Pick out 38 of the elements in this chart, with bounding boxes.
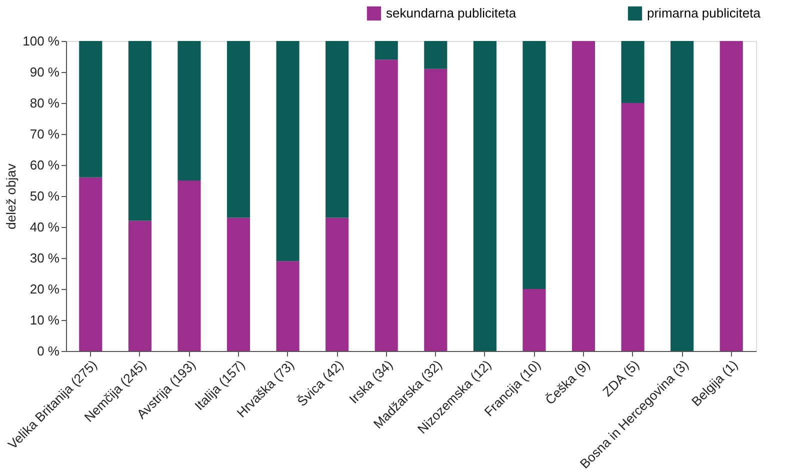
y-tick-label: 20 % [30, 282, 60, 296]
bar [276, 261, 300, 351]
y-tick-label: 40 % [30, 220, 60, 234]
y-tick-label: 0 % [37, 344, 60, 358]
y-tick-label: 90 % [30, 64, 60, 80]
bar [226, 218, 250, 351]
y-tick-label: 60 % [30, 158, 60, 172]
bar [670, 41, 694, 351]
y-tick-label: 80 % [30, 96, 60, 110]
y-tick-label: 50 % [30, 188, 60, 204]
bar [326, 218, 349, 351]
bar [374, 60, 398, 351]
bar [720, 41, 743, 351]
bar [178, 180, 201, 351]
bar [522, 41, 546, 289]
bar [128, 41, 152, 221]
y-axis-title: delež objav [4, 163, 19, 230]
bar [276, 41, 300, 262]
y-tick-label: 100 % [22, 34, 60, 48]
legend-label: primarna publiciteta [647, 5, 762, 20]
bar [374, 41, 398, 60]
bar [226, 41, 250, 218]
y-tick-label: 70 % [30, 126, 60, 142]
bar [621, 41, 644, 103]
bar [79, 41, 102, 178]
y-tick-label: 10 % [30, 312, 60, 328]
legend-label: sekundarna publiciteta [386, 5, 517, 20]
bar [621, 103, 644, 351]
bar [522, 289, 546, 351]
bar [326, 41, 349, 218]
bar [79, 177, 102, 351]
y-tick-label: 30 % [30, 250, 60, 266]
bar [128, 220, 152, 351]
bar [424, 68, 448, 351]
bar [178, 41, 201, 180]
bar [572, 41, 596, 351]
bar [473, 41, 496, 351]
bar [424, 41, 448, 69]
